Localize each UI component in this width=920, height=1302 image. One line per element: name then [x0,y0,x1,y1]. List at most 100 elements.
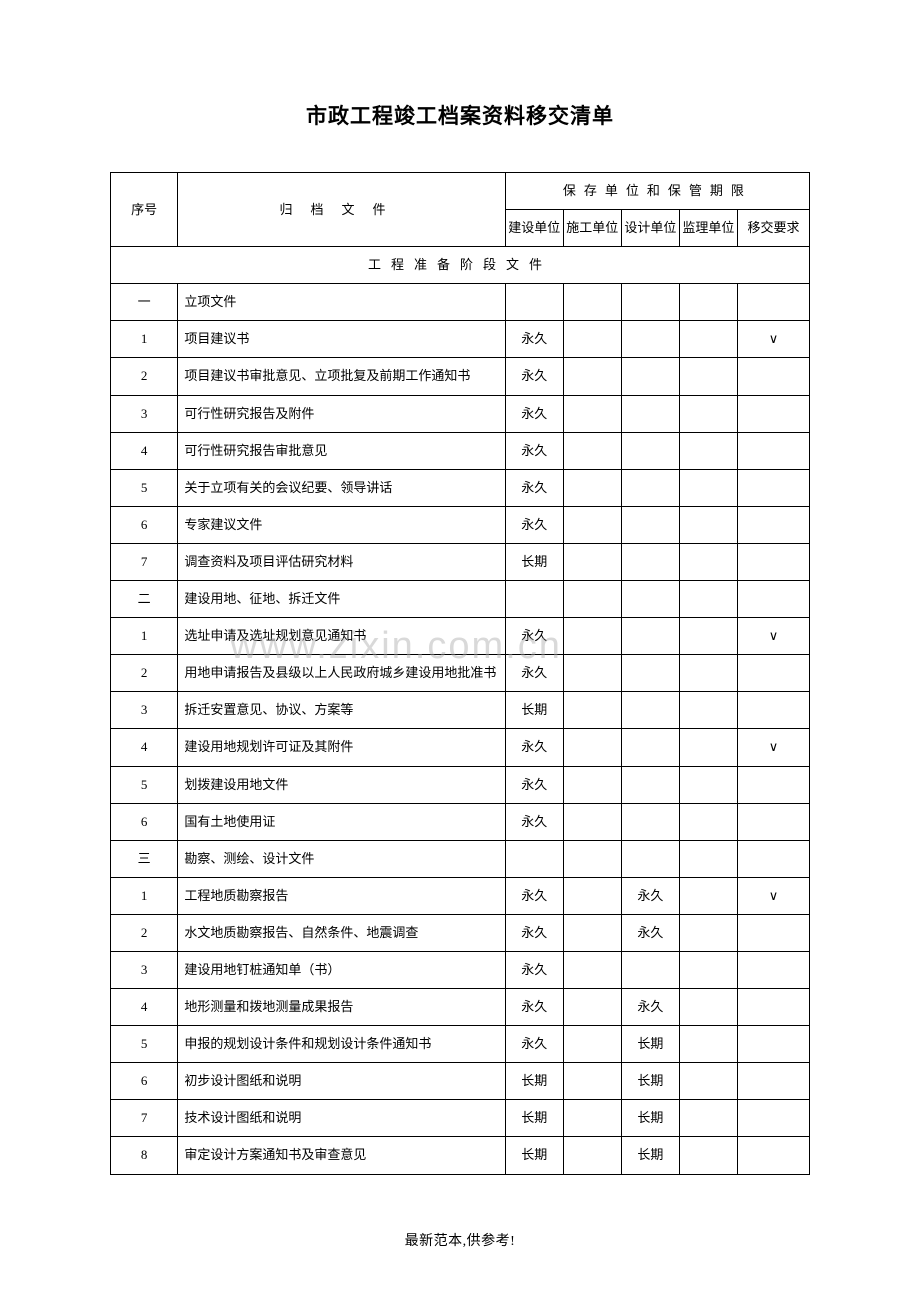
row-design [621,766,679,803]
group-title: 勘察、测绘、设计文件 [178,840,505,877]
row-supervise [679,766,737,803]
row-construct [563,321,621,358]
row-req: ∨ [737,321,809,358]
row-design: 长期 [621,1026,679,1063]
row-req [737,1063,809,1100]
row-construct [563,877,621,914]
group-seq: 二 [111,581,178,618]
row-supervise [679,506,737,543]
empty-cell [563,840,621,877]
row-seq: 4 [111,989,178,1026]
row-req [737,766,809,803]
row-seq: 5 [111,766,178,803]
header-design: 设计单位 [621,210,679,247]
row-build: 永久 [505,877,563,914]
row-construct [563,506,621,543]
row-build: 永久 [505,655,563,692]
empty-cell [505,581,563,618]
header-construct: 施工单位 [563,210,621,247]
row-design [621,655,679,692]
row-supervise [679,395,737,432]
row-req [737,543,809,580]
row-file: 工程地质勘察报告 [178,877,505,914]
row-file: 划拨建设用地文件 [178,766,505,803]
row-construct [563,914,621,951]
row-seq: 6 [111,1063,178,1100]
group-seq: 一 [111,284,178,321]
row-build: 永久 [505,618,563,655]
header-storage-group: 保存单位和保管期限 [505,173,809,210]
row-file: 地形测量和拨地测量成果报告 [178,989,505,1026]
table-row: 8审定设计方案通知书及审查意见长期长期 [111,1137,810,1174]
row-req [737,914,809,951]
section-title: 工程准备阶段文件 [111,247,810,284]
group-title: 立项文件 [178,284,505,321]
row-supervise [679,803,737,840]
row-construct [563,989,621,1026]
table-row: 2用地申请报告及县级以上人民政府城乡建设用地批准书永久 [111,655,810,692]
row-design [621,803,679,840]
row-design [621,432,679,469]
row-seq: 2 [111,358,178,395]
empty-cell [737,581,809,618]
row-construct [563,358,621,395]
empty-cell [505,284,563,321]
row-construct [563,766,621,803]
row-seq: 7 [111,543,178,580]
row-construct [563,1063,621,1100]
row-construct [563,543,621,580]
table-row: 5划拨建设用地文件永久 [111,766,810,803]
row-supervise [679,692,737,729]
group-row: 一立项文件 [111,284,810,321]
page-title: 市政工程竣工档案资料移交清单 [110,100,810,130]
row-build: 永久 [505,1026,563,1063]
table-row: 4建设用地规划许可证及其附件永久∨ [111,729,810,766]
row-build: 永久 [505,395,563,432]
row-construct [563,729,621,766]
row-req [737,692,809,729]
row-req [737,469,809,506]
row-file: 项目建议书 [178,321,505,358]
row-construct [563,1100,621,1137]
row-seq: 2 [111,914,178,951]
header-build: 建设单位 [505,210,563,247]
row-file: 可行性研究报告及附件 [178,395,505,432]
row-seq: 1 [111,321,178,358]
table-row: 3拆迁安置意见、协议、方案等长期 [111,692,810,729]
row-file: 国有土地使用证 [178,803,505,840]
row-build: 永久 [505,951,563,988]
empty-cell [679,284,737,321]
row-req [737,1137,809,1174]
header-file: 归档文件 [178,173,505,247]
table-row: 6国有土地使用证永久 [111,803,810,840]
row-seq: 8 [111,1137,178,1174]
row-supervise [679,321,737,358]
row-supervise [679,618,737,655]
row-seq: 3 [111,692,178,729]
empty-cell [679,840,737,877]
row-design: 长期 [621,1100,679,1137]
row-file: 调查资料及项目评估研究材料 [178,543,505,580]
row-design [621,506,679,543]
row-file: 技术设计图纸和说明 [178,1100,505,1137]
row-req [737,432,809,469]
table-row: 7调查资料及项目评估研究材料长期 [111,543,810,580]
row-seq: 1 [111,618,178,655]
row-req [737,506,809,543]
row-seq: 6 [111,803,178,840]
row-design: 永久 [621,989,679,1026]
row-seq: 2 [111,655,178,692]
row-construct [563,803,621,840]
row-file: 专家建议文件 [178,506,505,543]
row-build: 永久 [505,506,563,543]
table-row: 3可行性研究报告及附件永久 [111,395,810,432]
row-supervise [679,358,737,395]
archive-table: 序号 归档文件 保存单位和保管期限 建设单位 施工单位 设计单位 监理单位 移交… [110,172,810,1175]
row-seq: 5 [111,1026,178,1063]
row-supervise [679,1026,737,1063]
row-req [737,989,809,1026]
section-row: 工程准备阶段文件 [111,247,810,284]
row-seq: 4 [111,729,178,766]
table-row: 1工程地质勘察报告永久永久∨ [111,877,810,914]
row-supervise [679,469,737,506]
